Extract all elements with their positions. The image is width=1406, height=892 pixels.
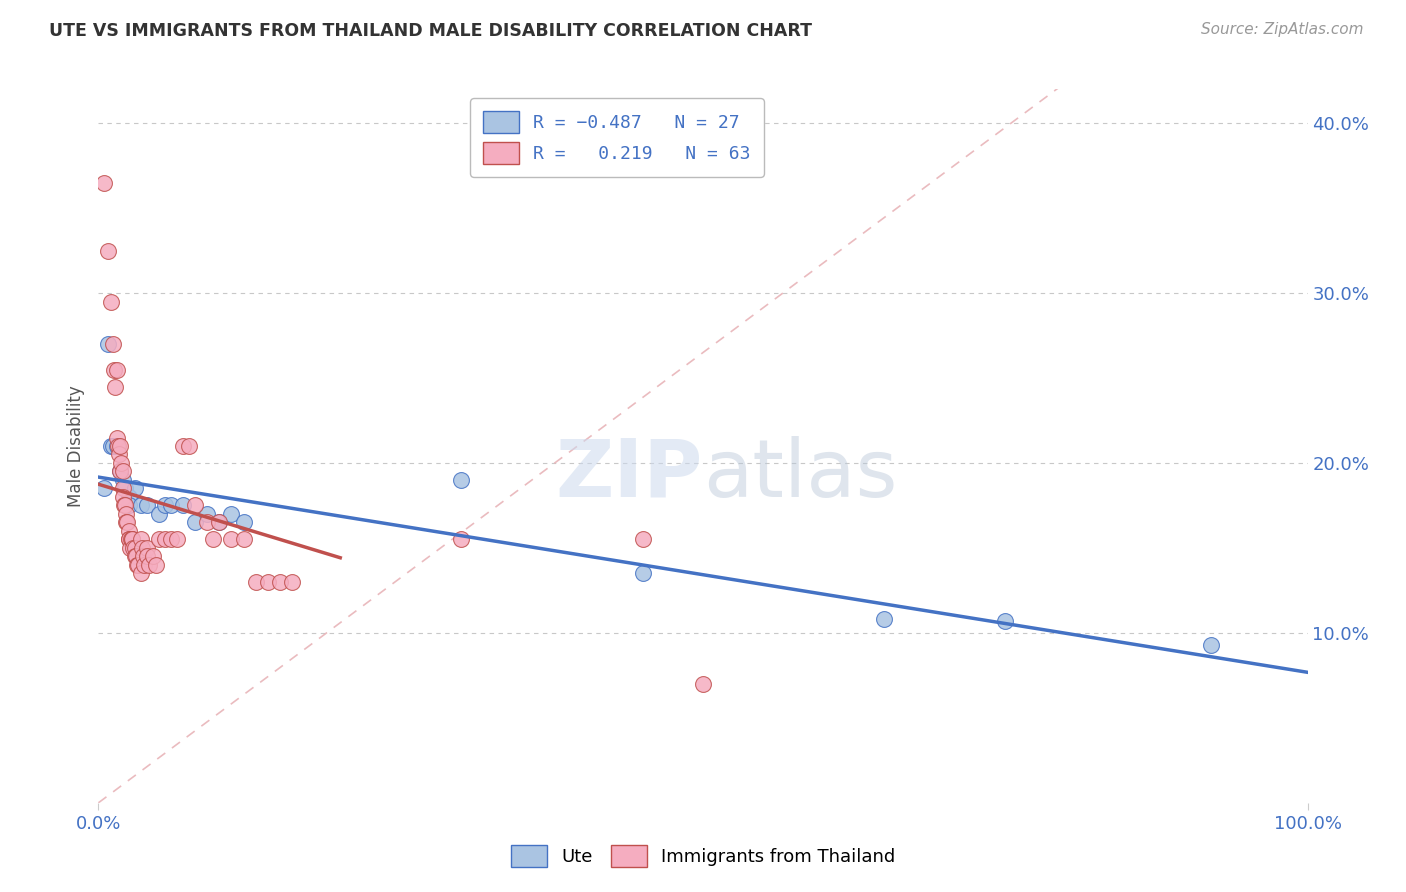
Point xyxy=(108,465,131,479)
Point xyxy=(142,549,165,564)
Point xyxy=(118,533,141,547)
Point xyxy=(160,499,183,513)
Point xyxy=(115,507,138,521)
Point xyxy=(208,516,231,530)
Point xyxy=(153,499,176,513)
Point xyxy=(118,533,141,547)
Point xyxy=(93,482,115,496)
Point xyxy=(145,558,167,572)
Text: Source: ZipAtlas.com: Source: ZipAtlas.com xyxy=(1201,22,1364,37)
Point xyxy=(232,516,254,530)
Point xyxy=(184,516,207,530)
Y-axis label: Male Disability: Male Disability xyxy=(67,385,86,507)
Point xyxy=(105,430,128,444)
Point xyxy=(692,677,714,691)
Point xyxy=(195,507,218,521)
Point xyxy=(108,439,131,453)
Point xyxy=(994,614,1017,628)
Point xyxy=(172,499,194,513)
Point xyxy=(132,549,155,564)
Point xyxy=(148,507,170,521)
Point xyxy=(208,516,231,530)
Point xyxy=(1199,638,1222,652)
Point xyxy=(111,473,134,487)
Point xyxy=(172,439,194,453)
Point xyxy=(153,533,176,547)
Point xyxy=(114,499,136,513)
Point xyxy=(118,499,141,513)
Point xyxy=(101,439,124,453)
Point xyxy=(100,439,122,453)
Point xyxy=(135,549,157,564)
Point xyxy=(184,499,207,513)
Point xyxy=(97,244,120,258)
Point xyxy=(118,490,141,504)
Point xyxy=(124,549,146,564)
Point xyxy=(111,465,134,479)
Point xyxy=(124,541,146,555)
Point xyxy=(134,558,156,572)
Point xyxy=(232,533,254,547)
Point xyxy=(101,337,124,351)
Point xyxy=(117,516,139,530)
Point xyxy=(93,176,115,190)
Point xyxy=(118,524,141,538)
Point xyxy=(148,533,170,547)
Point xyxy=(124,482,146,496)
Legend: Ute, Immigrants from Thailand: Ute, Immigrants from Thailand xyxy=(503,838,903,874)
Point xyxy=(138,558,160,572)
Point xyxy=(127,558,149,572)
Point xyxy=(121,533,143,547)
Point xyxy=(115,516,138,530)
Point xyxy=(131,541,153,555)
Point xyxy=(108,465,131,479)
Point xyxy=(135,541,157,555)
Point xyxy=(166,533,188,547)
Point xyxy=(245,574,267,589)
Point xyxy=(118,541,141,555)
Point xyxy=(202,533,225,547)
Point xyxy=(873,612,896,626)
Point xyxy=(135,499,157,513)
Point xyxy=(114,482,136,496)
Text: atlas: atlas xyxy=(703,435,897,514)
Point xyxy=(105,362,128,376)
Point xyxy=(129,566,152,581)
Point xyxy=(450,533,472,547)
Point xyxy=(108,448,131,462)
Point xyxy=(450,473,472,487)
Text: UTE VS IMMIGRANTS FROM THAILAND MALE DISABILITY CORRELATION CHART: UTE VS IMMIGRANTS FROM THAILAND MALE DIS… xyxy=(49,22,813,40)
Point xyxy=(121,533,143,547)
Point xyxy=(127,558,149,572)
Point xyxy=(179,439,201,453)
Point xyxy=(221,507,243,521)
Point xyxy=(281,574,304,589)
Point xyxy=(110,456,132,470)
Point xyxy=(111,490,134,504)
Point xyxy=(256,574,278,589)
Point xyxy=(195,516,218,530)
Point xyxy=(100,294,122,309)
Point xyxy=(105,439,128,453)
Point xyxy=(97,337,120,351)
Point xyxy=(122,541,145,555)
Point xyxy=(221,533,243,547)
Point xyxy=(104,379,127,393)
Point xyxy=(129,533,152,547)
Point xyxy=(269,574,291,589)
Text: ZIP: ZIP xyxy=(555,435,703,514)
Point xyxy=(160,533,183,547)
Point xyxy=(103,362,125,376)
Point xyxy=(125,549,148,564)
Legend: R = −0.487   N = 27, R =   0.219   N = 63: R = −0.487 N = 27, R = 0.219 N = 63 xyxy=(470,98,763,177)
Point xyxy=(631,533,654,547)
Point xyxy=(129,499,152,513)
Point xyxy=(631,566,654,581)
Point xyxy=(120,533,142,547)
Point xyxy=(107,439,129,453)
Point xyxy=(111,482,134,496)
Point xyxy=(112,499,135,513)
